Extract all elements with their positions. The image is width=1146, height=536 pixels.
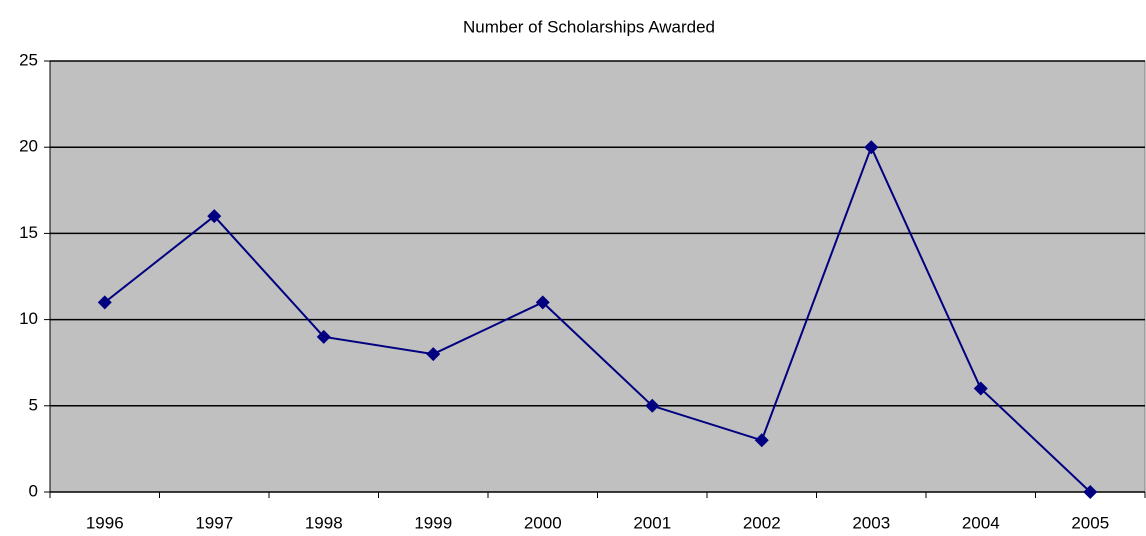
y-tick-label: 0 xyxy=(29,481,38,500)
marker xyxy=(754,433,769,448)
line xyxy=(104,144,1091,493)
marker xyxy=(535,295,550,310)
marker xyxy=(645,398,660,413)
y-tick-label: 25 xyxy=(19,50,38,69)
y-tick-label: 20 xyxy=(19,137,38,156)
plot-area xyxy=(49,60,1146,493)
x-tick-label: 2002 xyxy=(743,513,781,532)
x-tick-label: 1999 xyxy=(414,513,452,532)
x-tick-label: 2004 xyxy=(962,513,1000,532)
marker xyxy=(97,295,112,310)
y-tick-label: 5 xyxy=(29,395,38,414)
marker xyxy=(207,209,222,224)
x-tick-label: 2000 xyxy=(524,513,562,532)
x-tick-label: 1996 xyxy=(86,513,124,532)
x-tick-label: 2003 xyxy=(852,513,890,532)
x-tick-label: 2005 xyxy=(1071,513,1109,532)
y-tick-label: 15 xyxy=(19,223,38,242)
chart-title: Number of Scholarships Awarded xyxy=(463,17,715,36)
x-tick-label: 2001 xyxy=(633,513,671,532)
x-tick-label: 1997 xyxy=(195,513,233,532)
x-tick-label: 1998 xyxy=(305,513,343,532)
y-tick-label: 10 xyxy=(19,309,38,328)
marker xyxy=(864,140,879,155)
marker xyxy=(316,329,331,344)
marker xyxy=(426,347,441,362)
marker xyxy=(973,381,988,396)
marker xyxy=(1083,485,1098,499)
